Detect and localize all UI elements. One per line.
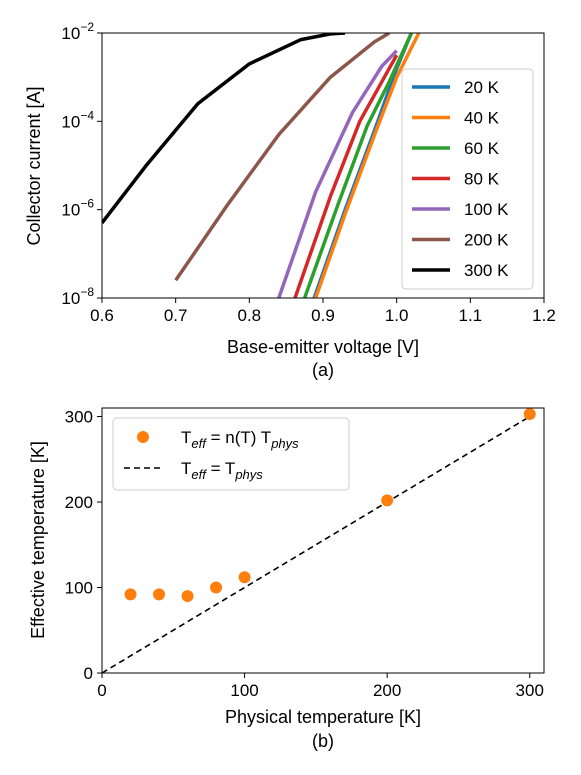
b-legend-marker: [137, 431, 149, 443]
b-data-point: [210, 581, 223, 594]
a-legend: 20 K 40 K 60 K 80 K 100 K 200 K 300 K: [401, 68, 534, 290]
a-y-ticks: 10−8 10−6 10−4 10−2: [61, 20, 102, 308]
b-x-tick-label: 200: [373, 681, 401, 700]
a-series-line-4: [277, 49, 398, 298]
a-legend-label: 60 K: [464, 139, 500, 158]
a-y-tick-label: 10−8: [61, 285, 94, 308]
b-y-tick-label: 0: [84, 664, 93, 683]
a-y-tick-label: 10−6: [61, 197, 94, 220]
a-legend-label: 40 K: [464, 109, 500, 128]
b-data-point: [153, 588, 166, 601]
a-series-line-1: [313, 33, 421, 298]
a-y-axis-label: Collector current [A]: [24, 86, 44, 245]
b-data-point: [124, 588, 137, 601]
b-data-point: [181, 590, 194, 603]
a-legend-label: 200 K: [464, 231, 509, 250]
a-x-tick-label: 0.6: [90, 306, 114, 325]
a-x-tick-label: 0.7: [164, 306, 188, 325]
b-y-tick-label: 100: [65, 579, 93, 598]
b-caption: (b): [312, 731, 334, 751]
b-data-point: [523, 407, 536, 420]
b-legend: Teff = n(T) Tphys Teff = Tphys: [112, 417, 350, 491]
a-x-tick-label: 0.9: [311, 306, 335, 325]
a-caption: (a): [312, 360, 334, 380]
b-x-tick-label: 0: [97, 681, 106, 700]
b-identity-line: [101, 415, 531, 674]
b-y-tick-label: 300: [65, 408, 93, 427]
panel-a-iv-curves: 0.6 0.7 0.8 0.9 1.0 1.1 1.2 10−8 10−6 10−4 10−2 B…: [24, 20, 556, 380]
a-series-line-2: [302, 33, 413, 298]
b-plot-frame: [101, 407, 545, 674]
b-x-axis-label: Physical temperature [K]: [225, 707, 421, 727]
a-x-tick-label: 1.2: [532, 306, 556, 325]
b-x-tick-label: 100: [230, 681, 258, 700]
panel-b-effective-temperature: 0 100 200 300 0 100 200 300 Physical temperatu…: [28, 407, 545, 751]
a-x-axis-label: Base-emitter voltage [V]: [227, 337, 419, 357]
b-series: [101, 407, 536, 674]
a-y-tick-label: 10−2: [61, 20, 94, 43]
a-x-tick-label: 0.8: [238, 306, 262, 325]
a-legend-box: [401, 68, 534, 290]
a-x-tick-label: 1.0: [385, 306, 409, 325]
a-series-line-6: [102, 33, 346, 224]
b-y-axis-label: Effective temperature [K]: [28, 441, 48, 639]
b-data-point: [238, 571, 251, 584]
a-series-line-3: [293, 54, 399, 298]
b-legend-label: Teff = Tphys: [181, 459, 263, 482]
a-curves: [102, 33, 421, 298]
a-y-tick-label: 10−4: [61, 108, 94, 131]
b-y-tick-label: 200: [65, 493, 93, 512]
b-x-ticks: 0 100 200 300: [97, 673, 544, 700]
a-series-line-5: [174, 33, 391, 282]
b-data-point: [381, 494, 394, 507]
a-legend-label: 80 K: [464, 170, 500, 189]
b-y-ticks: 0 100 200 300: [65, 408, 102, 683]
a-x-ticks: 0.6 0.7 0.8 0.9 1.0 1.1 1.2: [90, 298, 556, 325]
a-legend-label: 100 K: [464, 200, 509, 219]
a-x-tick-label: 1.1: [459, 306, 483, 325]
a-legend-label: 20 K: [464, 78, 500, 97]
b-legend-box: [112, 417, 350, 491]
a-legend-label: 300 K: [464, 261, 509, 280]
b-legend-label: Teff = n(T) Tphys: [181, 428, 299, 451]
b-x-tick-label: 300: [516, 681, 544, 700]
